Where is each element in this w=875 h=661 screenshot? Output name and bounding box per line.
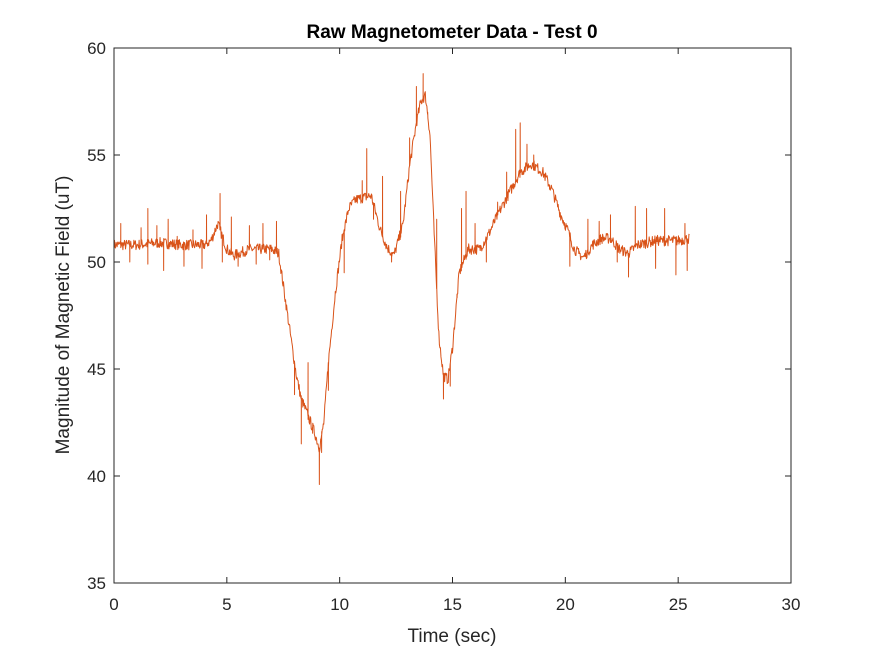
chart-title: Raw Magnetometer Data - Test 0 [306,22,597,43]
series-line-magnitude [113,73,690,486]
x-tick-label: 5 [222,595,231,614]
plot-area [114,48,791,583]
x-tick-label: 25 [669,595,688,614]
y-tick-label: 55 [87,146,106,165]
x-axis-title: Time (sec) [407,626,496,647]
y-tick-label: 60 [87,39,106,58]
x-tick-label: 30 [782,595,801,614]
y-tick-label: 50 [87,253,106,272]
ticks-layer: 0 5 10 15 20 25 30 35 40 45 50 55 60 [87,39,800,614]
x-tick-label: 10 [330,595,349,614]
x-tick-label: 20 [556,595,575,614]
x-tick-label: 15 [443,595,462,614]
y-axis-title: Magnitude of Magnetic Field (uT) [53,176,74,455]
x-tick-label: 0 [109,595,118,614]
y-tick-label: 35 [87,574,106,593]
y-tick-label: 45 [87,360,106,379]
series-layer [113,73,690,486]
y-tick-label: 40 [87,467,106,486]
